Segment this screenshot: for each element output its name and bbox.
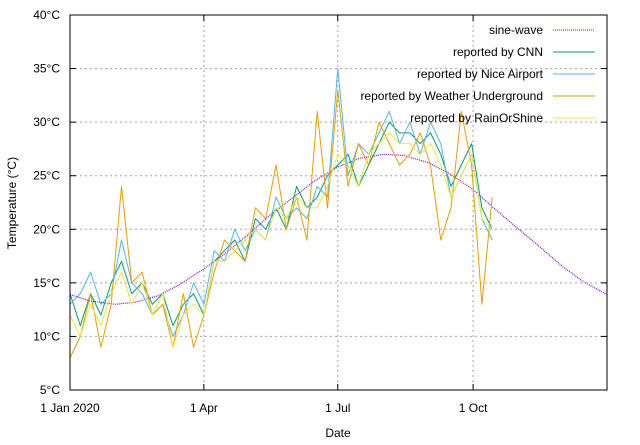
series-layer (69, 68, 608, 359)
x-tick-label: 1 Apr (190, 401, 218, 415)
series-line-reported-by-weather-underground (69, 89, 493, 359)
series-line-reported-by-rainorshine (69, 132, 493, 348)
y-tick-label: 10°C (33, 329, 60, 343)
x-tick-label: 1 Jan 2020 (40, 401, 100, 415)
legend-label: reported by Nice Airport (417, 67, 544, 81)
series-line-reported-by-nice-airport (69, 68, 493, 337)
y-tick-label: 35°C (33, 62, 60, 76)
series-line-reported-by-cnn (69, 121, 493, 327)
y-tick-label: 15°C (33, 276, 60, 290)
y-tick-label: 20°C (33, 222, 60, 236)
x-axis-label: Date (325, 426, 351, 440)
x-tick-label: 1 Jul (325, 401, 350, 415)
legend-label: sine-wave (489, 23, 543, 37)
x-tick-label: 1 Oct (459, 401, 488, 415)
y-axis-label: Temperature (°C) (5, 157, 19, 249)
y-tick-label: 25°C (33, 169, 60, 183)
y-tick-label: 30°C (33, 115, 60, 129)
legend-label: reported by Weather Underground (360, 89, 543, 103)
y-tick-label: 5°C (40, 383, 60, 397)
axis-ticks: 5°C 10°C 15°C 20°C 25°C 30°C 35°C 40°C 1 Jan 202… (33, 8, 607, 415)
legend-label: reported by CNN (453, 45, 543, 59)
legend: sine-wave reported by CNN reported by Nice… (360, 23, 595, 125)
y-tick-label: 40°C (33, 8, 60, 22)
legend-label: reported by RainOrShine (410, 111, 543, 125)
plot-frame (69, 14, 608, 391)
series-line-sine-wave (69, 153, 608, 305)
